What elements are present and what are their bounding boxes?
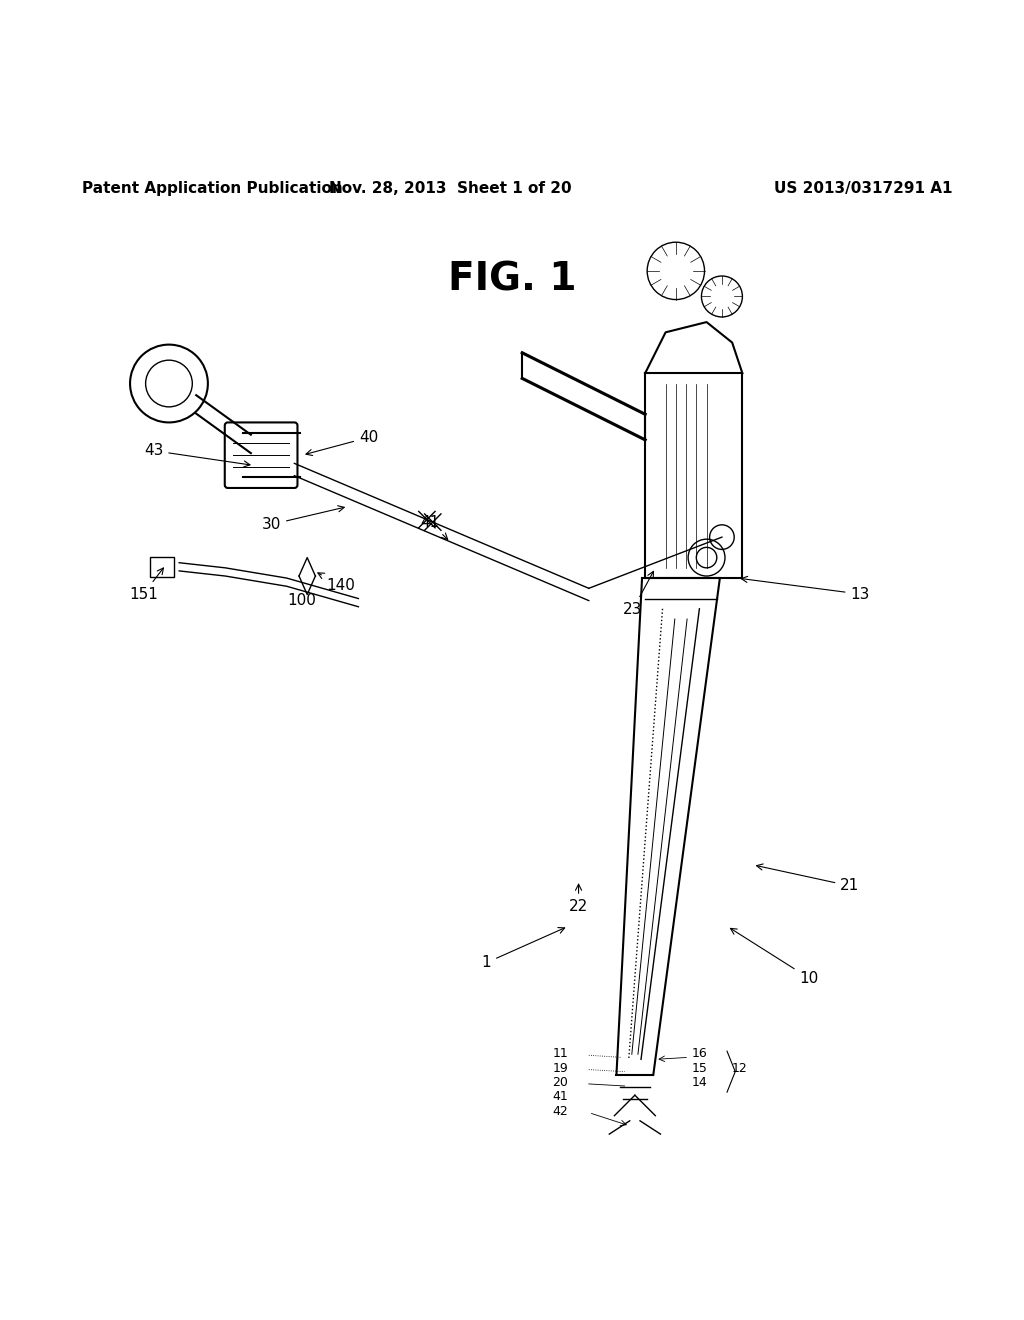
Text: 21: 21 — [757, 865, 859, 894]
Text: 23: 23 — [624, 572, 653, 616]
Text: Patent Application Publication: Patent Application Publication — [82, 181, 343, 195]
Text: FIG. 1: FIG. 1 — [447, 260, 577, 298]
Text: 11: 11 — [553, 1047, 568, 1060]
Text: 13: 13 — [741, 577, 869, 602]
Text: 41: 41 — [421, 515, 447, 540]
Text: 10: 10 — [730, 928, 818, 986]
Text: 1: 1 — [481, 928, 564, 970]
Text: 22: 22 — [569, 884, 588, 913]
Text: 20: 20 — [552, 1076, 568, 1089]
Text: 40: 40 — [306, 430, 378, 455]
Text: US 2013/0317291 A1: US 2013/0317291 A1 — [774, 181, 952, 195]
Text: 16: 16 — [691, 1047, 707, 1060]
Text: Nov. 28, 2013  Sheet 1 of 20: Nov. 28, 2013 Sheet 1 of 20 — [330, 181, 571, 195]
Bar — [150, 557, 174, 577]
Text: 14: 14 — [691, 1076, 707, 1089]
Text: 43: 43 — [144, 444, 250, 467]
Text: 15: 15 — [691, 1061, 708, 1074]
Text: 30: 30 — [262, 506, 344, 532]
Text: 42: 42 — [553, 1105, 568, 1118]
Text: 151: 151 — [129, 568, 164, 602]
Text: 19: 19 — [553, 1061, 568, 1074]
Text: 12: 12 — [732, 1061, 748, 1074]
Text: 41: 41 — [553, 1090, 568, 1104]
Text: 100: 100 — [288, 593, 316, 607]
Text: 140: 140 — [317, 573, 355, 594]
